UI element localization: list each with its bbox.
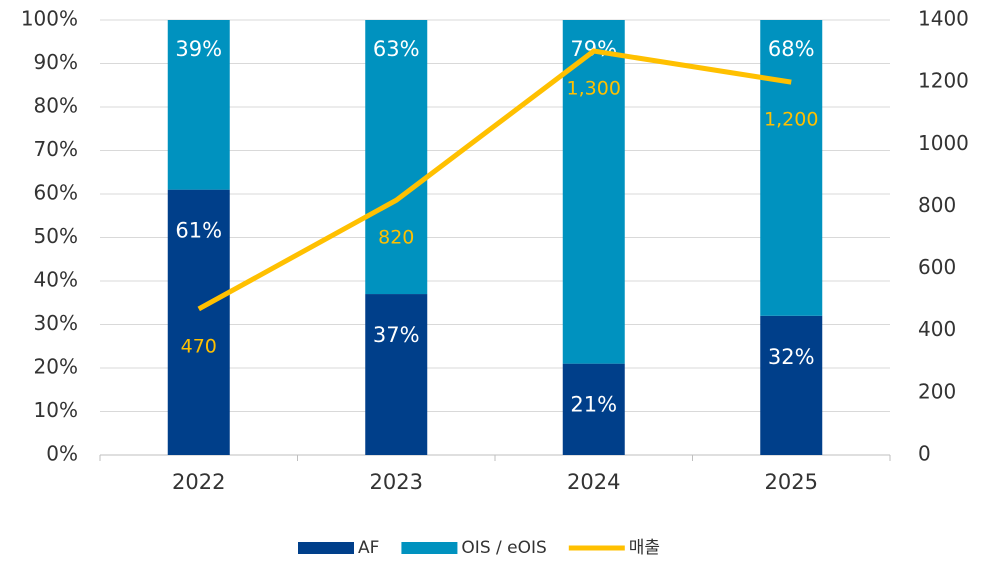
y-tick-label: 0% <box>46 442 78 466</box>
legend-label: OIS / eOIS <box>461 538 546 558</box>
y2-tick-label: 800 <box>918 193 956 217</box>
bar-label: 68% <box>768 37 815 61</box>
y-tick-label: 80% <box>34 94 78 118</box>
legend-label: 매출 <box>629 538 660 558</box>
line-label: 1,200 <box>764 109 818 131</box>
y2-tick-label: 400 <box>918 317 956 341</box>
bar <box>167 189 230 455</box>
y-tick-label: 20% <box>34 355 78 379</box>
bar <box>365 20 428 295</box>
y2-tick-label: 1400 <box>918 7 969 31</box>
x-tick-label: 2022 <box>172 470 225 494</box>
bar-label: 37% <box>373 323 420 347</box>
legend-swatch <box>401 542 458 554</box>
bar-label: 63% <box>373 37 420 61</box>
line <box>197 48 792 312</box>
y-tick-label: 70% <box>34 137 78 161</box>
legend-label: AF <box>358 538 379 558</box>
bar-label: 39% <box>175 37 222 61</box>
y-tick-label: 60% <box>34 181 78 205</box>
line-label: 820 <box>378 227 414 249</box>
bar <box>760 315 823 455</box>
bar <box>365 294 428 455</box>
y2-tick-label: 0 <box>918 442 931 466</box>
y2-tick-label: 1000 <box>918 131 969 155</box>
y-tick-label: 40% <box>34 268 78 292</box>
y-tick-label: 30% <box>34 311 78 335</box>
y-tick-label: 100% <box>21 7 78 31</box>
bar <box>562 363 625 455</box>
bar-label: 32% <box>768 345 815 369</box>
bar <box>760 20 823 316</box>
bar-label: 21% <box>570 393 617 417</box>
y2-tick-label: 1200 <box>918 69 969 93</box>
y-tick-label: 90% <box>34 50 78 74</box>
x-tick-label: 2024 <box>567 470 620 494</box>
y2-tick-label: 200 <box>918 379 956 403</box>
bar-label: 61% <box>175 219 222 243</box>
legend-swatch <box>298 542 354 554</box>
x-tick-label: 2023 <box>370 470 423 494</box>
y-tick-label: 50% <box>34 224 78 248</box>
y2-tick-label: 600 <box>918 255 956 279</box>
line-label: 470 <box>181 335 217 357</box>
bar <box>167 20 230 190</box>
bar <box>562 20 625 364</box>
line-label: 1,300 <box>567 78 621 100</box>
y-tick-label: 10% <box>34 398 78 422</box>
x-tick-label: 2025 <box>765 470 818 494</box>
